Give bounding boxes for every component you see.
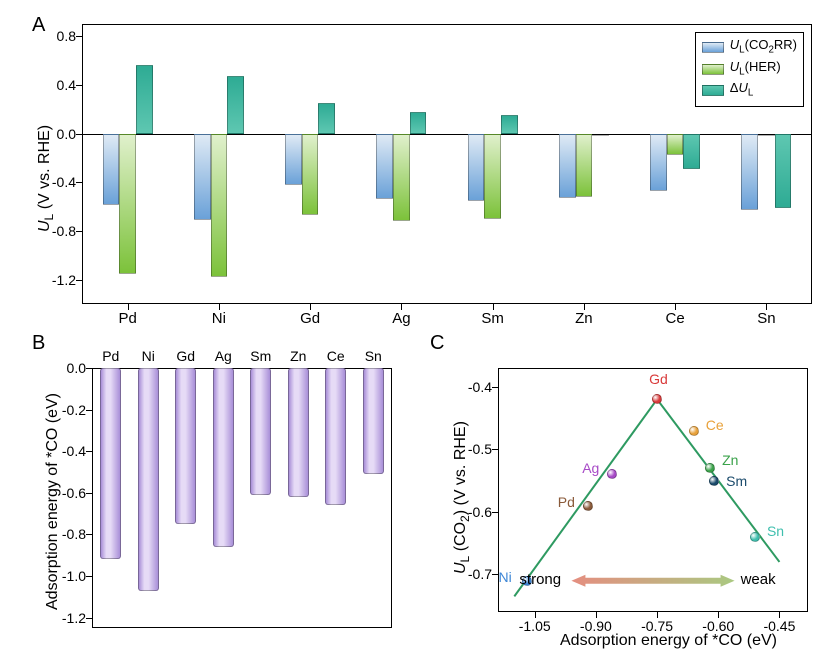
- strong-weak-arrow: [0, 0, 840, 653]
- page-root: A-1.2-0.8-0.40.00.40.8UL (V vs. RHE)PdNi…: [0, 0, 840, 653]
- strong-label: strong: [519, 571, 561, 588]
- weak-label: weak: [741, 571, 776, 588]
